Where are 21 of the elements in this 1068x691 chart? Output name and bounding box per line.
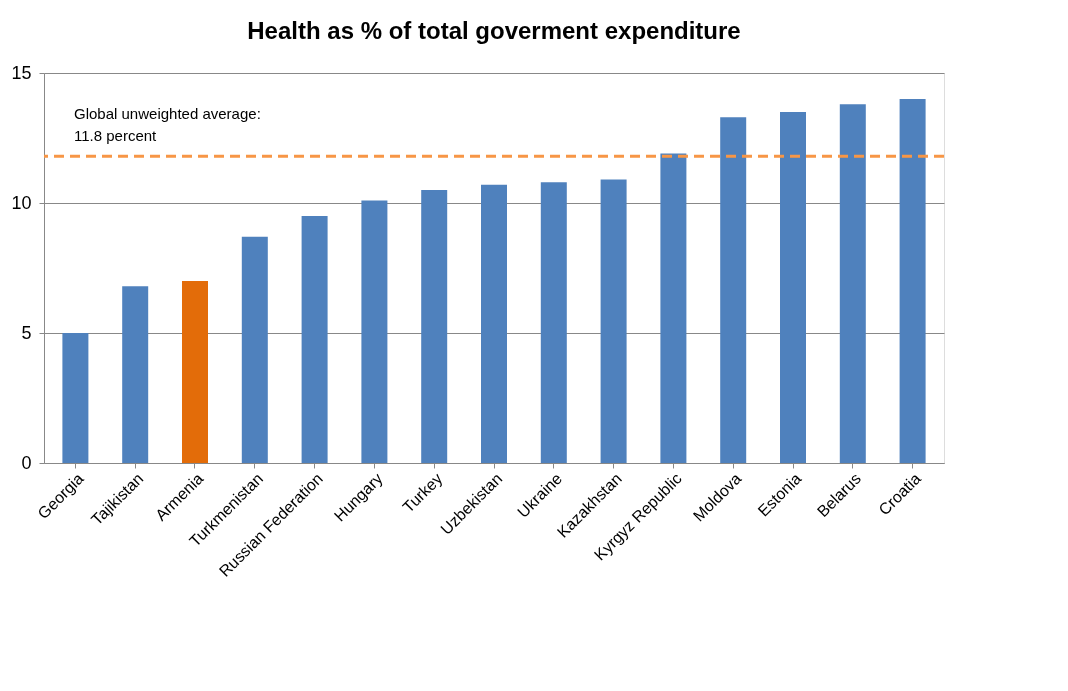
bar [182,281,208,463]
bar [540,182,567,463]
y-tick-label: 5 [21,322,32,343]
bar [720,117,747,463]
y-tick-label: 15 [11,62,32,83]
bar [839,104,866,463]
bar [780,112,806,463]
bar [481,184,507,463]
y-tick-label: 10 [11,192,32,213]
bar [122,286,149,463]
bar [899,99,926,463]
bar [241,236,268,463]
bar [301,216,328,463]
chart-title: Health as % of total goverment expenditure [247,17,741,44]
bar [660,153,687,463]
ref-line-label: Global unweighted average: 11.8 percent [74,105,261,145]
bar [600,179,627,463]
bar [62,333,89,463]
bar [421,190,448,463]
bar [361,200,388,463]
y-tick-label: 0 [21,452,32,473]
